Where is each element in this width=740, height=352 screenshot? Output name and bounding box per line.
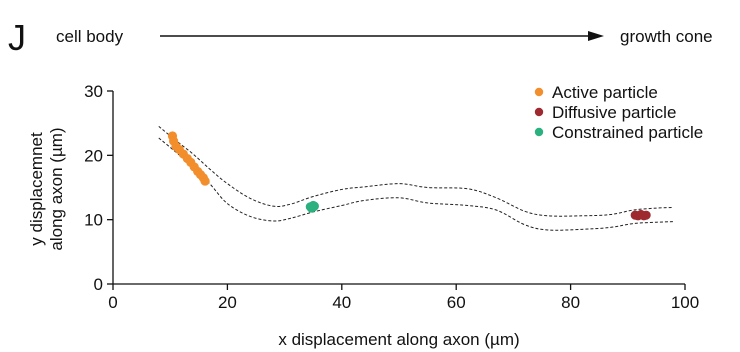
x-tick-label: 40 xyxy=(332,293,351,312)
direction-end-label: growth cone xyxy=(620,27,713,46)
y-axis-label-line-1: y displacemnet xyxy=(27,132,46,246)
axon-boundaries xyxy=(158,125,674,231)
y-tick-label: 0 xyxy=(94,275,103,294)
y-tick-label: 10 xyxy=(84,211,103,230)
x-tick-label: 80 xyxy=(561,293,580,312)
x-axis-label: x displacement along axon (µm) xyxy=(278,330,519,349)
y-axis-label-line-2: along axon (µm) xyxy=(47,127,66,250)
legend-label: Diffusive particle xyxy=(552,103,676,122)
x-tick-label: 100 xyxy=(671,293,699,312)
panel-label: J xyxy=(8,17,26,58)
direction-start-label: cell body xyxy=(56,27,124,46)
particle-point xyxy=(306,203,317,213)
particle-markers xyxy=(167,131,651,221)
plot-area xyxy=(158,125,674,231)
y-tick-label: 20 xyxy=(84,146,103,165)
y-tick-label: 30 xyxy=(84,82,103,101)
direction-indicator: cell body growth cone xyxy=(56,27,713,46)
legend-marker xyxy=(534,127,544,137)
y-ticks: 0 10 20 30 xyxy=(84,82,113,294)
particle-point xyxy=(200,176,210,186)
axon-boundary-line xyxy=(158,125,674,217)
x-tick-label: 0 xyxy=(108,293,117,312)
x-axis: 0 20 40 60 80 100 xyxy=(108,283,699,312)
x-tick-label: 20 xyxy=(218,293,237,312)
axon-boundary-line xyxy=(158,137,674,231)
legend-label: Active particle xyxy=(552,83,658,102)
direction-arrow-head xyxy=(588,31,604,41)
legend-label: Constrained particle xyxy=(552,123,703,142)
y-axis-label: y displacemnet along axon (µm) xyxy=(27,127,66,250)
x-ticks: 0 20 40 60 80 100 xyxy=(108,284,699,312)
legend-marker xyxy=(534,107,544,117)
legend-marker xyxy=(534,87,544,97)
x-tick-label: 60 xyxy=(447,293,466,312)
particle-point xyxy=(641,210,651,220)
y-axis: 0 10 20 30 xyxy=(84,82,114,294)
